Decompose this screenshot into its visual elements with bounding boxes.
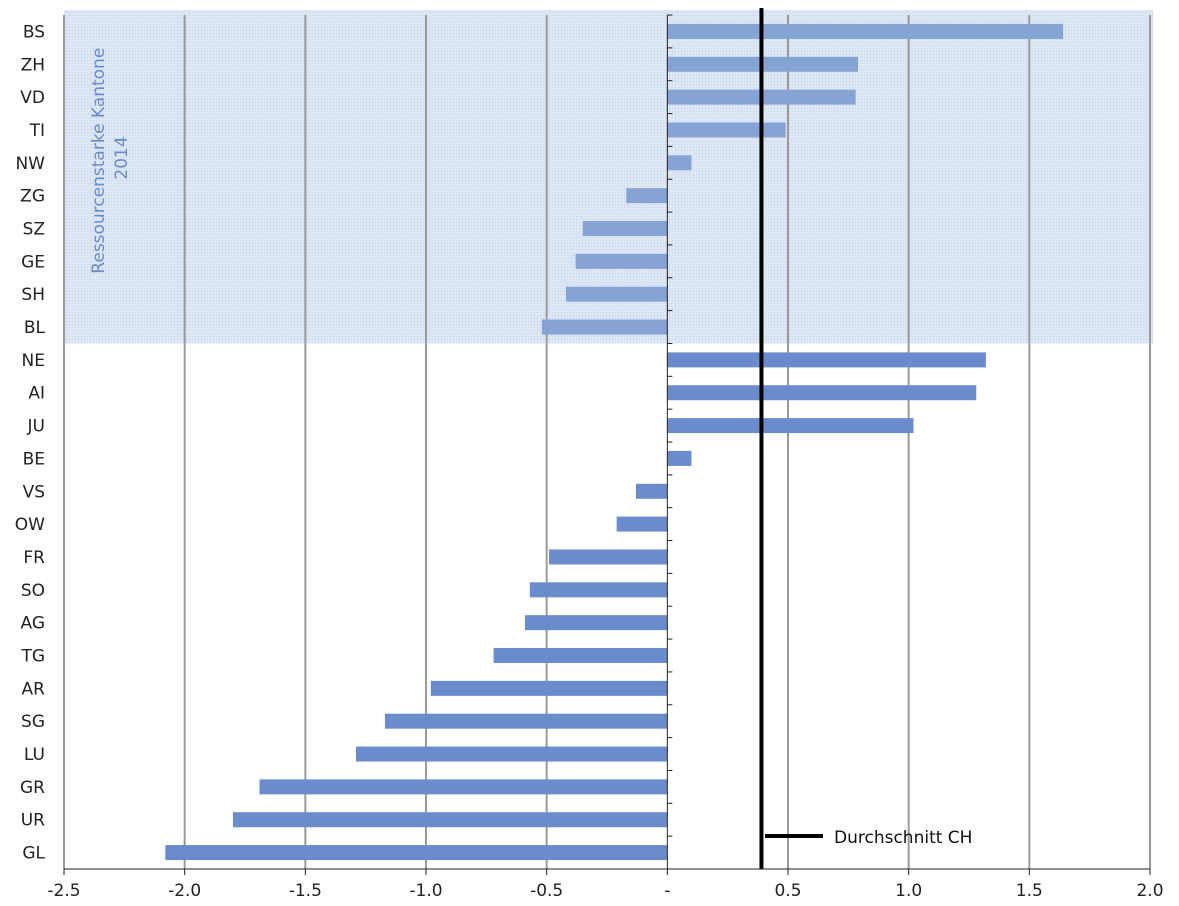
bar-tg (493, 648, 668, 663)
category-label: SO (21, 581, 45, 601)
bar-ow (616, 516, 668, 532)
bar-ju (667, 418, 914, 434)
bar-ne (667, 352, 986, 368)
x-tick-label: 0.5 (774, 881, 801, 901)
category-label: AG (20, 614, 45, 634)
category-label: AR (22, 679, 46, 699)
bar-sh (565, 286, 668, 302)
category-label: ZH (21, 55, 45, 75)
category-label: BL (24, 318, 46, 338)
legend: Durchschnitt CH (765, 828, 972, 848)
category-label: OW (15, 515, 45, 535)
x-tick-label: 2.0 (1136, 881, 1163, 901)
band-label: Ressourcenstarke Kantone 2014 (89, 42, 132, 273)
bar-be (667, 450, 692, 466)
category-label: SH (21, 285, 45, 305)
category-label: SZ (23, 220, 45, 240)
bar-gl (165, 845, 668, 861)
band-label-line-2: 2014 (112, 136, 132, 179)
category-label: LU (24, 745, 45, 765)
category-label: BS (23, 22, 45, 42)
bar-ti (667, 122, 786, 138)
category-label: GE (21, 252, 45, 272)
category-label: FR (23, 548, 45, 568)
category-label: JU (27, 417, 45, 437)
bar-zg (626, 188, 668, 204)
bar-vs (635, 483, 668, 499)
bar-fr (549, 549, 668, 565)
grid-lines (63, 15, 1151, 869)
x-axis-ticks: -2.5 -2.0 -1.5 -1.0 -0.5-0.5 1.0 1.5 2.0 (47, 869, 1164, 901)
x-tick-label: -2.0 (168, 881, 201, 901)
x-tick-label: -2.5 (47, 881, 80, 901)
band-label-line-1: Ressourcenstarke Kantone (89, 48, 109, 274)
bar-ar (430, 680, 668, 696)
zero-axis-ticks (667, 14, 673, 870)
bar-sg (384, 713, 668, 729)
x-tick-label: 1.5 (1016, 881, 1043, 901)
x-tick-label: -0.5 (530, 881, 563, 901)
bar-ge (575, 253, 668, 269)
legend-label: Durchschnitt CH (834, 828, 972, 848)
bar-ai (667, 385, 977, 401)
category-label: UR (21, 811, 45, 831)
bar-ur (232, 812, 668, 828)
category-label: TI (29, 121, 45, 141)
bar-so (529, 582, 668, 598)
category-label: GR (20, 778, 45, 798)
category-label: VD (20, 88, 45, 108)
category-labels: BS ZH VD TI NW ZG SZ GE SH BL NE AI JU BE VS OW FR SO AG TG… (15, 22, 46, 863)
bar-bs (667, 23, 1064, 39)
x-tick-label: -1.0 (409, 881, 442, 901)
bar-lu (356, 746, 668, 762)
category-label: AI (28, 384, 45, 404)
category-label: GL (22, 844, 45, 864)
bar-sz (582, 221, 668, 236)
bar-nw (667, 155, 692, 171)
category-label: NW (15, 154, 45, 174)
x-tick-label: 1.0 (895, 881, 922, 901)
category-label: VS (23, 482, 45, 502)
bar-ag (524, 615, 668, 631)
x-tick-label: -1.5 (289, 881, 322, 901)
bar-gr (259, 779, 668, 795)
x-tick-label: - (664, 881, 670, 901)
category-label: SG (21, 712, 45, 732)
category-label: ZG (20, 187, 45, 207)
category-label: TG (20, 647, 45, 667)
bar-bl (541, 319, 668, 335)
category-label: BE (23, 449, 45, 469)
category-label: NE (22, 351, 45, 371)
